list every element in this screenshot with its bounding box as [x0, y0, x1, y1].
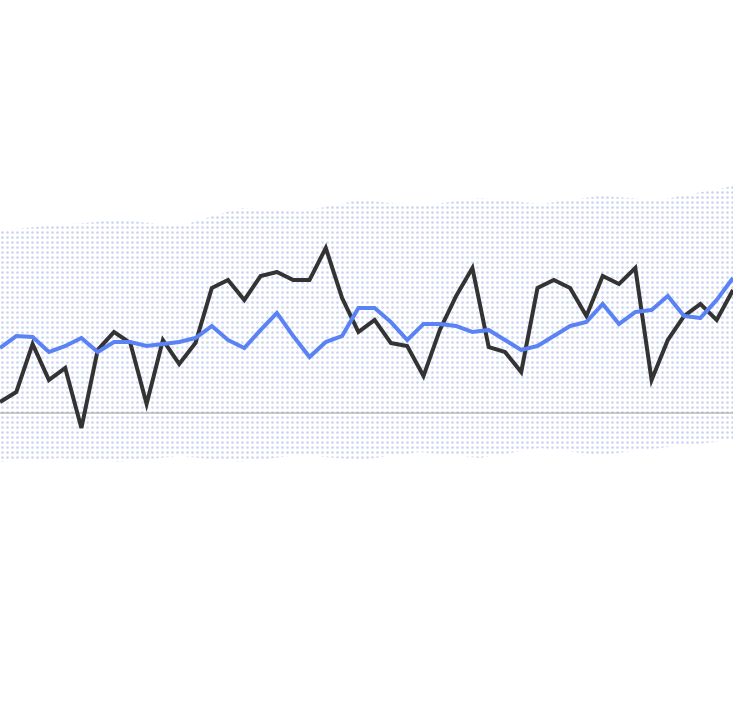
- series-line: [0, 276, 733, 360]
- series-line: [0, 242, 733, 429]
